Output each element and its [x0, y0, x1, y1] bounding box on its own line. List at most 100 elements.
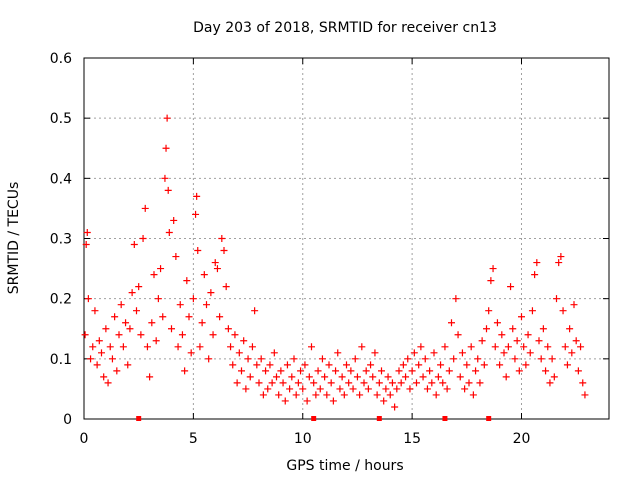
data-point — [568, 349, 576, 357]
data-point — [183, 277, 191, 285]
data-point — [301, 361, 309, 369]
data-point — [450, 355, 458, 363]
data-point — [198, 319, 206, 327]
data-point — [419, 373, 427, 381]
data-point — [566, 325, 574, 333]
data-point — [371, 349, 379, 357]
data-point — [417, 343, 425, 351]
data-point — [391, 403, 399, 411]
data-point — [91, 307, 99, 315]
data-point — [382, 385, 390, 393]
data-point — [579, 379, 587, 387]
data-point — [399, 361, 407, 369]
data-point — [81, 331, 89, 339]
data-point — [535, 337, 543, 345]
data-point — [553, 295, 560, 303]
data-point — [124, 361, 132, 369]
data-point — [308, 343, 315, 351]
data-point — [126, 325, 134, 333]
data-point — [108, 355, 116, 363]
data-point — [168, 325, 175, 333]
zero-marker — [442, 416, 448, 421]
data-point — [189, 295, 197, 303]
data-point — [233, 379, 241, 387]
data-point — [410, 349, 418, 357]
data-point — [286, 385, 294, 393]
data-point — [294, 379, 302, 387]
data-point — [539, 325, 547, 333]
data-point — [386, 391, 394, 399]
data-point — [238, 367, 245, 375]
data-point — [93, 361, 101, 369]
data-point — [356, 391, 364, 399]
data-point — [415, 361, 423, 369]
data-point — [340, 391, 348, 399]
data-point — [95, 337, 103, 345]
data-point — [119, 343, 127, 351]
zero-markers — [136, 416, 492, 421]
data-point — [397, 379, 405, 387]
data-point — [577, 343, 585, 351]
data-point — [181, 367, 189, 375]
data-point — [465, 379, 473, 387]
data-point — [329, 397, 337, 405]
data-point — [474, 355, 482, 363]
data-point — [439, 379, 447, 387]
data-point — [266, 361, 274, 369]
data-point — [242, 385, 250, 393]
data-point — [380, 397, 388, 405]
data-point — [550, 373, 558, 381]
x-axis-label: GPS time / hours — [286, 458, 403, 474]
data-point — [244, 355, 252, 363]
data-point — [299, 385, 307, 393]
data-point — [332, 367, 340, 375]
data-point — [316, 385, 324, 393]
data-point — [216, 313, 224, 321]
zero-marker — [311, 416, 317, 421]
data-point — [268, 379, 276, 387]
y-tick-label: 0.1 — [50, 352, 72, 368]
data-point — [159, 313, 167, 321]
data-point — [139, 235, 147, 242]
data-point — [310, 379, 318, 387]
data-point — [117, 301, 125, 309]
data-point — [472, 367, 480, 375]
data-point — [402, 373, 410, 381]
data-point — [187, 349, 195, 357]
data-point — [384, 373, 392, 381]
data-point — [143, 343, 151, 351]
data-point — [137, 331, 145, 339]
data-point — [262, 367, 270, 375]
data-point — [364, 385, 372, 393]
data-point — [122, 319, 130, 327]
x-tick-label: 0 — [80, 431, 89, 447]
data-point — [557, 253, 565, 261]
data-point — [104, 379, 112, 387]
data-point — [480, 361, 488, 369]
data-point — [546, 379, 554, 387]
y-tick-label: 0.4 — [50, 171, 72, 187]
data-point — [493, 319, 501, 327]
data-point — [443, 385, 451, 393]
data-point — [581, 391, 589, 399]
zero-marker — [136, 416, 142, 421]
data-point — [82, 241, 90, 249]
x-tick-label: 20 — [513, 431, 531, 447]
data-point — [327, 379, 335, 387]
data-point — [347, 367, 355, 375]
data-point — [148, 319, 156, 327]
data-point — [193, 192, 201, 200]
data-point — [154, 295, 162, 303]
data-point — [531, 271, 539, 279]
data-point — [351, 355, 359, 363]
data-point — [489, 265, 497, 273]
data-point — [178, 331, 186, 339]
data-point — [448, 319, 455, 327]
data-point — [526, 349, 534, 357]
data-point — [83, 228, 91, 236]
x-tick-label: 15 — [403, 431, 421, 447]
data-point — [314, 367, 322, 375]
data-point — [375, 379, 383, 387]
axis-ticks: 0 0.1 0.2 0.3 0.4 0.5 0.6 0 5 10 15 20 — [50, 51, 609, 447]
data-point — [283, 361, 291, 369]
